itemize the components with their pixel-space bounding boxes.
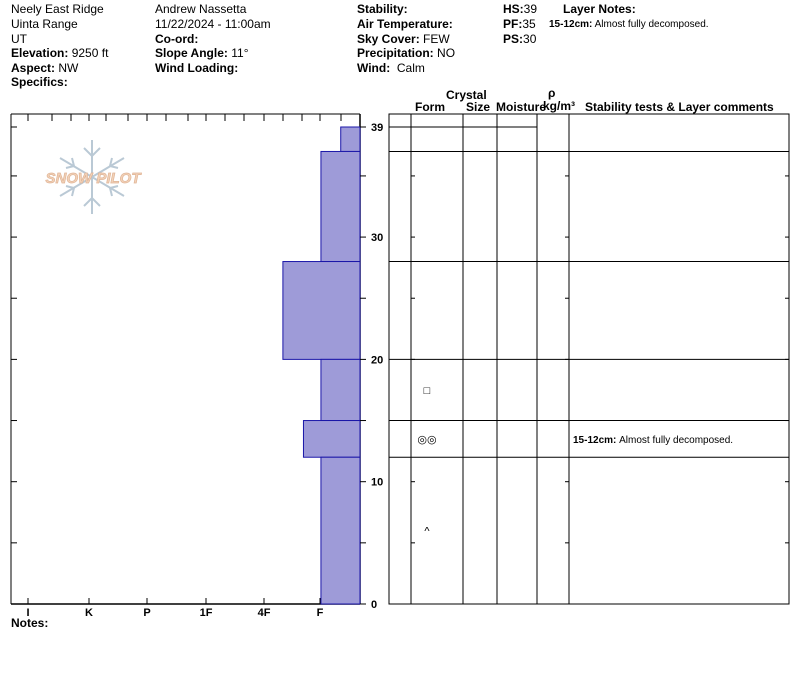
wind-field: Wind: Calm (357, 61, 425, 75)
grain-form-symbol: ◎◎ (417, 434, 436, 446)
hs-label: HS: (503, 2, 524, 16)
aspect-label: Aspect: (11, 61, 56, 75)
height-tick-label: 10 (371, 477, 383, 489)
observation-datetime: 11/22/2024 - 11:00am (155, 17, 271, 31)
height-ticks: 39 30 20 10 0 (11, 122, 383, 611)
ps-field: PS:30 (503, 32, 536, 46)
pf-value: 35 (522, 17, 536, 31)
rho-header: ρ (548, 86, 556, 100)
hs-field: HS:39 (503, 2, 537, 16)
pf-label: PF: (503, 17, 523, 31)
sky-cover-label: Sky Cover: (357, 32, 420, 46)
height-tick-label: 39 (371, 122, 383, 134)
layer-note: 15-12cm: Almost fully decomposed. (549, 18, 709, 32)
hardness-tick-label: K (85, 607, 93, 619)
table-ticks (411, 175, 789, 544)
range-name: Uinta Range (11, 17, 78, 31)
layer-comment-text: Almost fully decomposed. (619, 435, 733, 446)
precip-value: NO (437, 46, 456, 60)
hs-value: 39 (523, 2, 538, 16)
height-tick-label: 30 (371, 232, 383, 244)
height-tick-label: 0 (371, 599, 377, 611)
specifics-label: Specifics: (11, 75, 68, 89)
logo-text: SNOW PILOT (46, 170, 143, 187)
wind-label: Wind: (357, 61, 391, 75)
slope-field: Slope Angle: 11° (155, 46, 249, 60)
hardness-layer-bar (282, 261, 361, 360)
grain-form-symbol: ^ (424, 526, 430, 538)
stability-label: Stability: (357, 2, 408, 16)
hardness-tick-label: 4F (258, 607, 271, 619)
pf-field: PF:35 (503, 17, 536, 31)
hardness-tick-label: I (26, 607, 29, 619)
ps-label: PS: (503, 32, 524, 46)
coord-label: Co-ord: (155, 32, 199, 46)
air-temp-label: Air Temperature: (357, 17, 453, 31)
slope-label: Slope Angle: (155, 46, 228, 60)
state-name: UT (11, 32, 27, 46)
layer-boundary-lines (389, 126, 789, 458)
precip-label: Precipitation: (357, 46, 434, 60)
hardness-layer-bar (320, 150, 361, 263)
aspect-field: Aspect: NW (11, 61, 78, 75)
snowpilot-logo: SNOW PILOT (45, 140, 143, 214)
snowflake-icon (59, 140, 125, 214)
layer-notes-label: Layer Notes: (563, 2, 636, 16)
hardness-tick-label: F (317, 607, 324, 619)
sky-cover-value: FEW (423, 32, 450, 46)
hardness-layer-bar (320, 456, 361, 605)
hardness-layer-bar (340, 126, 361, 152)
location-name: Neely East Ridge (11, 2, 104, 16)
notes-label: Notes: (11, 616, 49, 630)
layer-comment: 15-12cm: Almost fully decomposed. (573, 435, 733, 446)
crystal-header: Crystal (446, 88, 487, 102)
elevation-label: Elevation: (11, 46, 69, 60)
observer-name: Andrew Nassetta (155, 2, 247, 16)
slope-value: 11° (231, 46, 249, 60)
sky-cover-field: Sky Cover: FEW (357, 32, 450, 46)
layer-comment-depth: 15-12cm: (573, 435, 619, 446)
hardness-ticks: I K P 1F 4F F (26, 114, 342, 619)
layer-note-text: Almost fully decomposed. (594, 19, 709, 30)
stability-comments-header: Stability tests & Layer comments (585, 100, 774, 114)
elevation-value: 9250 ft (71, 46, 109, 60)
ps-value: 30 (523, 32, 537, 46)
grain-forms: □ ◎◎ ^ (417, 385, 436, 538)
elevation-field: Elevation: 9250 ft (11, 46, 108, 60)
hardness-layer-bar (320, 358, 361, 422)
density-header: kg/m³ (543, 99, 576, 113)
layer-comments: 15-12cm: Almost fully decomposed. (573, 435, 733, 446)
hardness-tick-label: P (143, 607, 150, 619)
hardness-bars (282, 126, 361, 605)
grain-form-symbol: □ (424, 385, 431, 397)
wind-value: Calm (396, 61, 425, 75)
layer-note-depth: 15-12cm: (549, 19, 593, 30)
hardness-layer-bar (302, 420, 361, 458)
hardness-tick-label: 1F (200, 607, 213, 619)
height-tick-label: 20 (371, 354, 383, 366)
form-header: Form (415, 100, 445, 114)
aspect-value: NW (58, 61, 79, 75)
size-header: Size (466, 100, 491, 114)
moisture-header: Moisture (496, 100, 547, 114)
precip-field: Precipitation: NO (357, 46, 455, 60)
wind-loading-label: Wind Loading: (155, 61, 239, 75)
